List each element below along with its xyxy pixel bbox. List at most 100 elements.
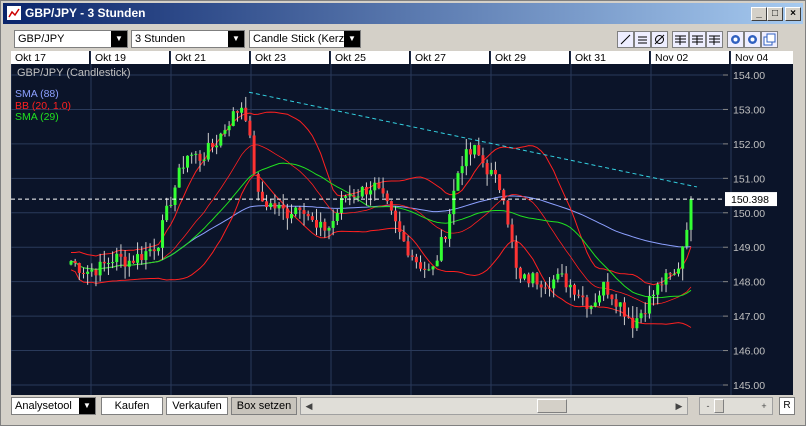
settings-button[interactable] xyxy=(727,31,744,48)
trendline xyxy=(248,91,698,188)
chart-background xyxy=(11,51,793,395)
chevron-down-icon[interactable]: ▼ xyxy=(228,31,244,47)
y-tick-label: 153.00 xyxy=(733,104,765,116)
candle-body xyxy=(468,149,472,155)
chart-area[interactable]: Okt 17 Okt 19 Okt 21 Okt 23 Okt 25 Okt 27 Okt … xyxy=(11,51,793,395)
candle-body xyxy=(136,254,140,263)
table-grid-icon xyxy=(675,35,686,45)
analysetool-select[interactable]: Analysetool ▼ xyxy=(11,397,96,415)
candle-body xyxy=(406,241,410,256)
x-tick-box xyxy=(571,51,649,64)
close-button[interactable]: × xyxy=(785,7,801,21)
candle-body xyxy=(394,210,398,222)
y-tick-label: 151.00 xyxy=(733,173,765,185)
detach-window-button[interactable] xyxy=(761,31,778,48)
candle-body xyxy=(77,263,81,273)
candle-body xyxy=(323,221,327,231)
candle-body xyxy=(560,273,564,275)
candle-body xyxy=(369,190,373,195)
table-grid-icon xyxy=(692,35,703,45)
horizontal-line-tool-button[interactable] xyxy=(634,31,651,48)
candle-body xyxy=(439,237,443,261)
current-price-marker: 150.398 xyxy=(11,192,777,207)
scroll-left-icon[interactable]: ◀ xyxy=(305,401,313,411)
title-bar[interactable]: GBP/JPY - 3 Stunden _ □ × xyxy=(3,3,803,24)
box-setzen-button[interactable]: Box setzen xyxy=(231,397,297,415)
bottom-bar: Analysetool ▼ Kaufen Verkaufen Box setze… xyxy=(11,397,796,415)
chevron-down-icon[interactable]: ▼ xyxy=(344,31,360,47)
candle-body xyxy=(90,269,94,272)
draw-line-tool-button[interactable] xyxy=(617,31,634,48)
indicators-button[interactable] xyxy=(744,31,761,48)
candle-body xyxy=(356,196,360,198)
minimize-button[interactable]: _ xyxy=(751,7,767,21)
zoom-in-button[interactable]: + xyxy=(761,401,767,411)
current-price-label: 150.398 xyxy=(731,194,769,206)
candle-body xyxy=(285,208,289,219)
maximize-button[interactable]: □ xyxy=(767,7,783,21)
candle-body xyxy=(177,167,181,188)
delete-drawing-tool-button[interactable] xyxy=(651,31,668,48)
chevron-down-icon[interactable]: ▼ xyxy=(111,31,127,47)
x-tick-label: Okt 21 xyxy=(175,52,206,64)
bb-upper-line xyxy=(71,111,692,286)
x-axis-labels: Okt 17 Okt 19 Okt 21 Okt 23 Okt 25 Okt 27 Okt … xyxy=(11,51,793,64)
candle-body xyxy=(672,273,676,275)
candle-body xyxy=(635,318,639,329)
x-tick-label: Okt 29 xyxy=(495,52,526,64)
y-tick-label: 149.00 xyxy=(733,242,765,254)
candle-body xyxy=(244,107,248,121)
candle-body xyxy=(398,221,402,232)
x-tick-box xyxy=(651,51,729,64)
zoom-out-button[interactable]: - xyxy=(706,401,710,411)
candlestick-chart[interactable]: Okt 17 Okt 19 Okt 21 Okt 23 Okt 25 Okt 27 Okt … xyxy=(11,51,793,395)
chart-type-select[interactable]: Candle Stick (Kerze ▼ xyxy=(249,30,361,48)
candle-body xyxy=(344,196,348,198)
x-tick-label: Nov 04 xyxy=(735,52,768,64)
scroll-right-icon[interactable]: ▶ xyxy=(675,401,683,411)
time-scrollbar[interactable]: ◀ ▶ xyxy=(300,397,688,415)
verkaufen-button[interactable]: Verkaufen xyxy=(166,397,228,415)
candle-body xyxy=(668,273,672,275)
candle-body xyxy=(69,261,73,265)
price-axis xyxy=(723,51,781,395)
candle-body xyxy=(473,145,477,155)
candle-body xyxy=(302,210,306,214)
x-tick-box xyxy=(171,51,249,64)
candle-body xyxy=(585,297,589,309)
candle-body xyxy=(265,201,269,207)
candle-body xyxy=(543,287,547,289)
reset-button[interactable]: R xyxy=(779,397,795,415)
candle-body xyxy=(414,256,418,263)
candle-body xyxy=(572,284,576,295)
kaufen-button[interactable]: Kaufen xyxy=(101,397,163,415)
candle-body xyxy=(377,182,381,189)
chart-title: GBP/JPY (Candlestick) xyxy=(17,67,131,79)
chevron-down-icon[interactable]: ▼ xyxy=(79,398,95,414)
candle-body xyxy=(510,224,514,242)
grid-view-3-button[interactable] xyxy=(706,31,723,48)
candle-body xyxy=(277,204,281,209)
erase-line-icon xyxy=(654,34,665,45)
symbol-select[interactable]: GBP/JPY ▼ xyxy=(14,30,128,48)
zoom-slider-thumb[interactable] xyxy=(714,399,724,413)
scrollbar-thumb[interactable] xyxy=(537,399,567,413)
candle-body xyxy=(319,221,323,228)
candle-body xyxy=(489,169,493,175)
candle-body xyxy=(198,153,202,161)
interval-select-value: 3 Stunden xyxy=(135,33,186,45)
grid-view-2-button[interactable] xyxy=(689,31,706,48)
x-tick-box xyxy=(411,51,489,64)
candle-body xyxy=(73,261,77,264)
candle-body xyxy=(664,273,668,285)
candle-body xyxy=(423,268,427,270)
grid-view-1-button[interactable] xyxy=(672,31,689,48)
candle-body xyxy=(514,241,518,268)
interval-select[interactable]: 3 Stunden ▼ xyxy=(131,30,245,48)
candle-body xyxy=(456,173,460,191)
candle-body xyxy=(331,221,335,228)
zoom-slider[interactable]: - + xyxy=(699,397,773,415)
new-window-icon xyxy=(763,33,776,46)
candle-body xyxy=(548,287,552,289)
candle-body xyxy=(294,207,298,215)
